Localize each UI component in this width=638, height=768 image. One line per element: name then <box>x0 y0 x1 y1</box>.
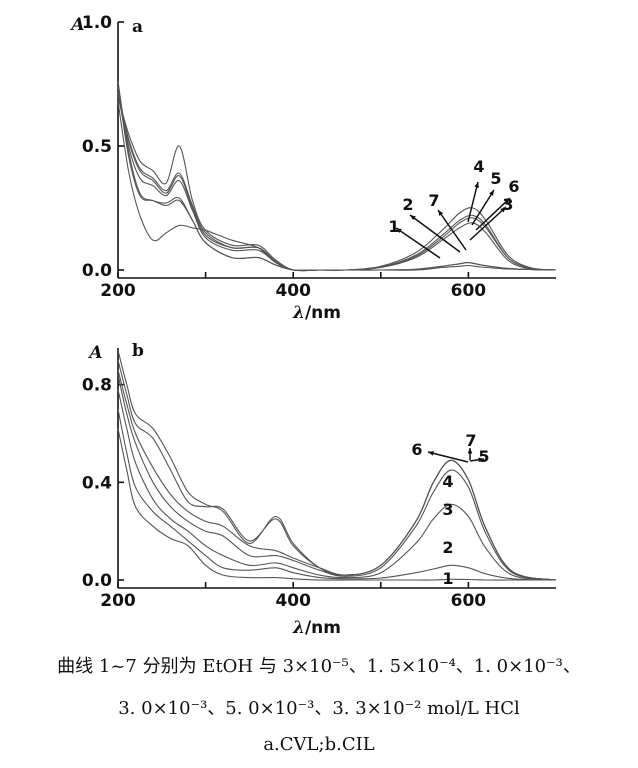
label-arrow <box>469 206 507 241</box>
x-tick-label: 600 <box>451 591 487 611</box>
series-line-3 <box>117 389 557 581</box>
x-tick-label: 400 <box>275 281 311 301</box>
x-tick-label: 400 <box>275 591 311 611</box>
caption-line-3: a.CVL;b.CIL <box>263 734 375 755</box>
panel-label: b <box>132 341 144 361</box>
panel-a: 0.0 0.5 1.0 200 400 600 Aλ/nm a 12 7 345 6 <box>69 13 557 323</box>
y-axis-title: A <box>69 15 84 35</box>
panel-b: 0.0 0.4 0.8 200 400 600 Aλ/nm b 6 75 4 3 2 1 <box>82 341 557 638</box>
label-arrow <box>475 197 511 231</box>
arrow-head <box>504 198 510 204</box>
arrow-head <box>396 228 402 234</box>
y-tick-label: 0.5 <box>82 137 112 157</box>
caption-line-1: 曲线 1~7 分别为 EtOH 与 3×10⁻⁵、1. 5×10⁻⁴、1. 0×… <box>57 656 581 677</box>
y-tick-label: 0.8 <box>82 376 112 396</box>
curve-label-7: 7 <box>465 431 476 450</box>
x-tick-label: 200 <box>100 591 136 611</box>
curve-label-4: 4 <box>442 472 453 491</box>
arrow-head <box>410 215 416 221</box>
arrow-head <box>467 448 473 454</box>
curve-label-2: 2 <box>442 538 453 557</box>
curve-label-3: 3 <box>442 500 453 519</box>
arrow-head <box>489 190 494 196</box>
x-tick-label: 200 <box>100 281 136 301</box>
label-arrow <box>409 214 461 253</box>
curve-label-5: 5 <box>478 447 489 466</box>
arrow-head <box>474 182 479 188</box>
label-arrow <box>427 451 469 463</box>
label-arrow <box>437 209 467 251</box>
caption-line-2: 3. 0×10⁻³、5. 0×10⁻³、3. 3×10⁻² mol/L HCl <box>118 698 520 719</box>
curve-label-7: 7 <box>428 191 439 210</box>
series-line-5 <box>117 369 557 581</box>
x-axis-title: λ/nm <box>292 618 341 638</box>
arrow-head <box>478 457 484 463</box>
curve-label-6: 6 <box>411 440 422 459</box>
curve-label-6: 6 <box>508 177 519 196</box>
curve-label-1: 1 <box>388 217 399 236</box>
y-tick-label: 1.0 <box>82 13 112 33</box>
label-arrow <box>395 227 441 259</box>
curve-label-3: 3 <box>502 195 513 214</box>
label-arrow <box>467 181 479 223</box>
series-line-6 <box>117 360 557 581</box>
x-tick-label: 600 <box>451 281 487 301</box>
series-line-1 <box>117 428 556 581</box>
series-line-7 <box>117 350 557 581</box>
arrow-head <box>428 451 434 456</box>
y-tick-label: 0.0 <box>82 261 112 281</box>
y-axis-title: A <box>87 343 102 363</box>
series-line-7 <box>117 101 557 272</box>
panel-label: a <box>132 17 143 37</box>
x-axis-title: λ/nm <box>292 303 341 323</box>
curve-label-4: 4 <box>473 157 484 176</box>
y-tick-label: 0.4 <box>82 473 112 493</box>
arrow-head <box>500 207 506 213</box>
arrow-head <box>438 210 444 216</box>
y-tick-label: 0.0 <box>82 571 112 591</box>
series-line-2 <box>117 408 557 581</box>
curve-label-2: 2 <box>402 195 413 214</box>
label-arrow <box>471 189 495 226</box>
curve-label-1: 1 <box>442 569 453 588</box>
curve-label-5: 5 <box>490 169 501 188</box>
series-line-4 <box>117 374 557 581</box>
